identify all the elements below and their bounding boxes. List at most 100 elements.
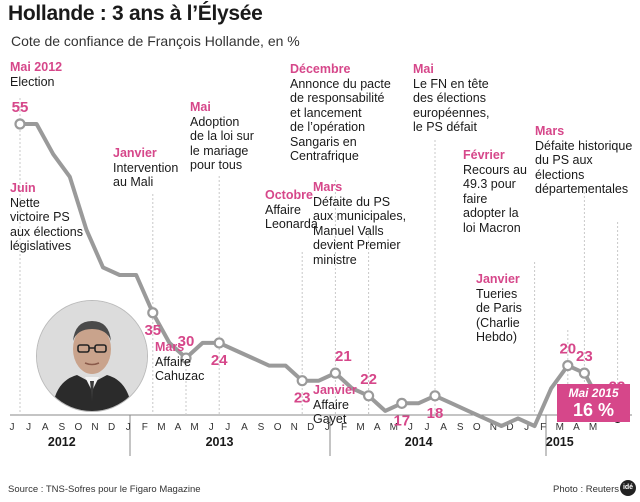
data-point — [213, 337, 225, 349]
data-point — [296, 375, 308, 387]
data-point — [14, 118, 26, 130]
event-annotation: Janvier Affaire Gayet — [313, 383, 357, 427]
event-text: loi Macron — [463, 220, 521, 235]
event-text: Affaire — [155, 354, 191, 369]
event-text: Affaire — [265, 202, 301, 217]
x-tick-label: F — [142, 422, 148, 433]
x-tick-label: J — [209, 422, 214, 433]
event-text: Leonarda — [265, 217, 318, 231]
event-annotation: Mai Le FN en tête des élections européennes… — [413, 62, 489, 135]
event-annotation: Octobre Affaire Leonarda — [265, 188, 318, 232]
event-text: Manuel Valls — [313, 223, 384, 238]
event-annotation: Mai Adoption de la loi sur le mariage pour t… — [190, 100, 254, 173]
x-tick-label: A — [440, 422, 447, 433]
event-annotation: Mai 2012 Election — [10, 60, 62, 89]
data-point — [180, 352, 192, 364]
series-line — [18, 122, 620, 428]
year-label: 2013 — [206, 435, 234, 449]
event-date: Janvier — [313, 383, 357, 397]
data-label: 17 — [393, 412, 410, 429]
event-text: Annonce du pacte — [290, 76, 391, 91]
event-text: (Charlie — [476, 315, 520, 330]
event-text: faire — [463, 191, 488, 206]
x-tick-label: M — [390, 422, 398, 433]
x-tick-label: A — [241, 422, 248, 433]
event-text: Défaite du PS — [313, 194, 391, 209]
event-date: Décembre — [290, 62, 351, 76]
event-text: le mariage — [190, 143, 249, 158]
x-tick-label: M — [556, 422, 564, 433]
x-tick-label: D — [108, 422, 115, 433]
event-text: Tueries — [476, 286, 518, 301]
data-label: 22 — [360, 371, 377, 388]
data-point — [562, 360, 574, 372]
year-label: 2012 — [48, 435, 76, 449]
x-tick-label: J — [524, 422, 529, 433]
x-tick-label: J — [425, 422, 430, 433]
year-label: 2014 — [405, 435, 433, 449]
x-tick-label: S — [58, 422, 65, 433]
event-annotation: Décembre Annonce du pacte de responsabilit… — [290, 62, 391, 164]
x-tick-label: J — [10, 422, 15, 433]
page-title: Hollande : 3 ans à l’Élysée — [8, 2, 263, 25]
event-text: au Mali — [113, 175, 154, 189]
x-tick-label: A — [42, 422, 49, 433]
event-text: 49.3 pour — [463, 177, 516, 191]
x-tick-label: S — [457, 422, 464, 433]
data-label: 18 — [427, 405, 444, 422]
portrait-image — [36, 300, 148, 412]
x-tick-label: A — [573, 422, 580, 433]
x-tick-label: J — [325, 422, 330, 433]
event-annotation: Mars Affaire Cahuzac — [155, 340, 204, 384]
callout-date: Mai 2015 — [568, 386, 619, 400]
x-tick-label: M — [190, 422, 198, 433]
event-text: de l’opération — [290, 120, 366, 134]
event-annotation: Mars Défaite historique du PS aux élections… — [535, 124, 632, 197]
event-text: Cahuzac — [155, 369, 205, 383]
event-text: Le FN en tête — [413, 76, 489, 91]
x-tick-label: N — [291, 422, 298, 433]
event-text: Election — [10, 74, 55, 89]
event-text: Hebdo) — [476, 330, 517, 344]
x-tick-label: J — [408, 422, 413, 433]
event-text: aux municipales, — [313, 209, 407, 223]
event-text: Gayet — [313, 412, 347, 426]
event-text: de Paris — [476, 301, 522, 315]
event-text: victoire PS — [10, 210, 70, 224]
x-tick-label: M — [356, 422, 364, 433]
latest-value-callout: Mai 2015 16 % — [557, 384, 630, 422]
x-tick-label: F — [540, 422, 546, 433]
photo-credit: Photo : Reuters — [553, 484, 620, 495]
event-text: européennes, — [413, 105, 490, 120]
event-text: de la loi sur — [190, 129, 254, 143]
x-tick-label: F — [341, 422, 347, 433]
event-text: Affaire — [313, 397, 349, 412]
event-date: Février — [463, 148, 505, 162]
event-text: et lancement — [290, 105, 362, 120]
data-label: 30 — [178, 333, 195, 350]
publisher-logo: idé — [620, 480, 636, 496]
event-date: Mars — [155, 340, 185, 354]
source-note: Source : TNS-Sofres pour le Figaro Magaz… — [8, 484, 201, 495]
event-text: devient Premier — [313, 238, 401, 252]
event-annotation: Janvier Intervention au Mali — [113, 146, 178, 190]
event-text: départementales — [535, 182, 629, 196]
x-tick-label: J — [126, 422, 131, 433]
data-point — [396, 397, 408, 409]
event-text: élections — [535, 167, 585, 182]
event-annotation: Juin Nette victoire PS aux élections législa… — [10, 181, 83, 254]
x-tick-label: N — [490, 422, 497, 433]
event-date: Janvier — [113, 146, 157, 160]
year-label: 2015 — [546, 435, 574, 449]
event-text: Intervention — [113, 160, 179, 175]
event-date: Mai — [413, 62, 434, 76]
event-text: adopter la — [463, 206, 519, 220]
event-text: de responsabilité — [290, 91, 385, 105]
data-point — [429, 390, 441, 402]
event-text: Recours au — [463, 162, 527, 177]
event-text: pour tous — [190, 158, 243, 172]
event-text: Défaite historique — [535, 138, 633, 153]
x-tick-label: O — [274, 422, 282, 433]
x-tick-label: O — [473, 422, 481, 433]
